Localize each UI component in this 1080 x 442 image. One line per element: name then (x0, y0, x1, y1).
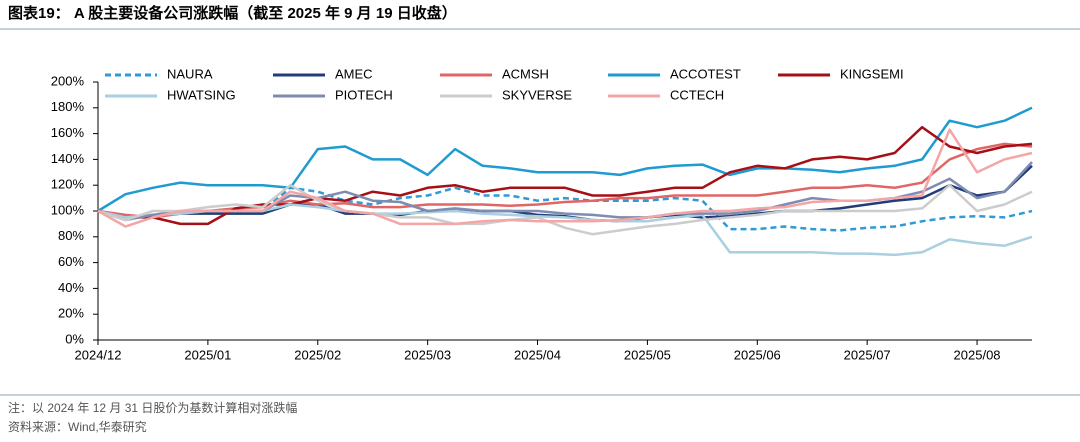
legend-label: ACCOTEST (670, 66, 741, 81)
y-tick-label: 60% (58, 254, 84, 269)
x-tick-label: 2025/06 (734, 347, 781, 362)
series-line (97, 142, 1033, 219)
x-tick-label: 2025/08 (954, 347, 1001, 362)
y-tick-label: 180% (51, 99, 85, 114)
legend-label: PIOTECH (335, 87, 393, 102)
y-tick-label: 0% (65, 331, 84, 346)
series-line (97, 183, 1033, 236)
x-tick-label: 2025/04 (514, 347, 561, 362)
note: 注：以 2024 年 12 月 31 日股价为基数计算相对涨跌幅 (8, 400, 297, 415)
x-tick-label: 2025/01 (184, 347, 231, 362)
y-tick-label: 140% (51, 151, 85, 166)
series-line (97, 186, 1033, 232)
legend-label: CCTECH (670, 87, 724, 102)
source: 资料来源：Wind,华泰研究 (8, 419, 147, 434)
legend-label: NAURA (167, 66, 213, 81)
series-line (97, 106, 1033, 213)
y-tick-label: 100% (51, 202, 85, 217)
y-tick-label: 80% (58, 228, 84, 243)
legend-label: SKYVERSE (502, 87, 572, 102)
chart-title: 图表19： A 股主要设备公司涨跌幅（截至 2025 年 9 月 19 日收盘） (8, 4, 457, 22)
y-tick-label: 120% (51, 177, 85, 192)
x-tick-label: 2025/03 (404, 347, 451, 362)
legend-label: ACMSH (502, 66, 549, 81)
y-tick-label: 40% (58, 280, 84, 295)
x-tick-label: 2025/07 (844, 347, 891, 362)
y-tick-label: 200% (51, 73, 85, 88)
x-tick-label: 2024/12 (75, 347, 122, 362)
legend-label: KINGSEMI (840, 66, 904, 81)
legend-label: HWATSING (167, 87, 236, 102)
y-tick-label: 20% (58, 306, 84, 321)
legend-label: AMEC (335, 66, 373, 81)
x-tick-label: 2025/02 (294, 347, 341, 362)
x-tick-label: 2025/05 (624, 347, 671, 362)
y-tick-label: 160% (51, 125, 85, 140)
series-line (97, 128, 1033, 228)
